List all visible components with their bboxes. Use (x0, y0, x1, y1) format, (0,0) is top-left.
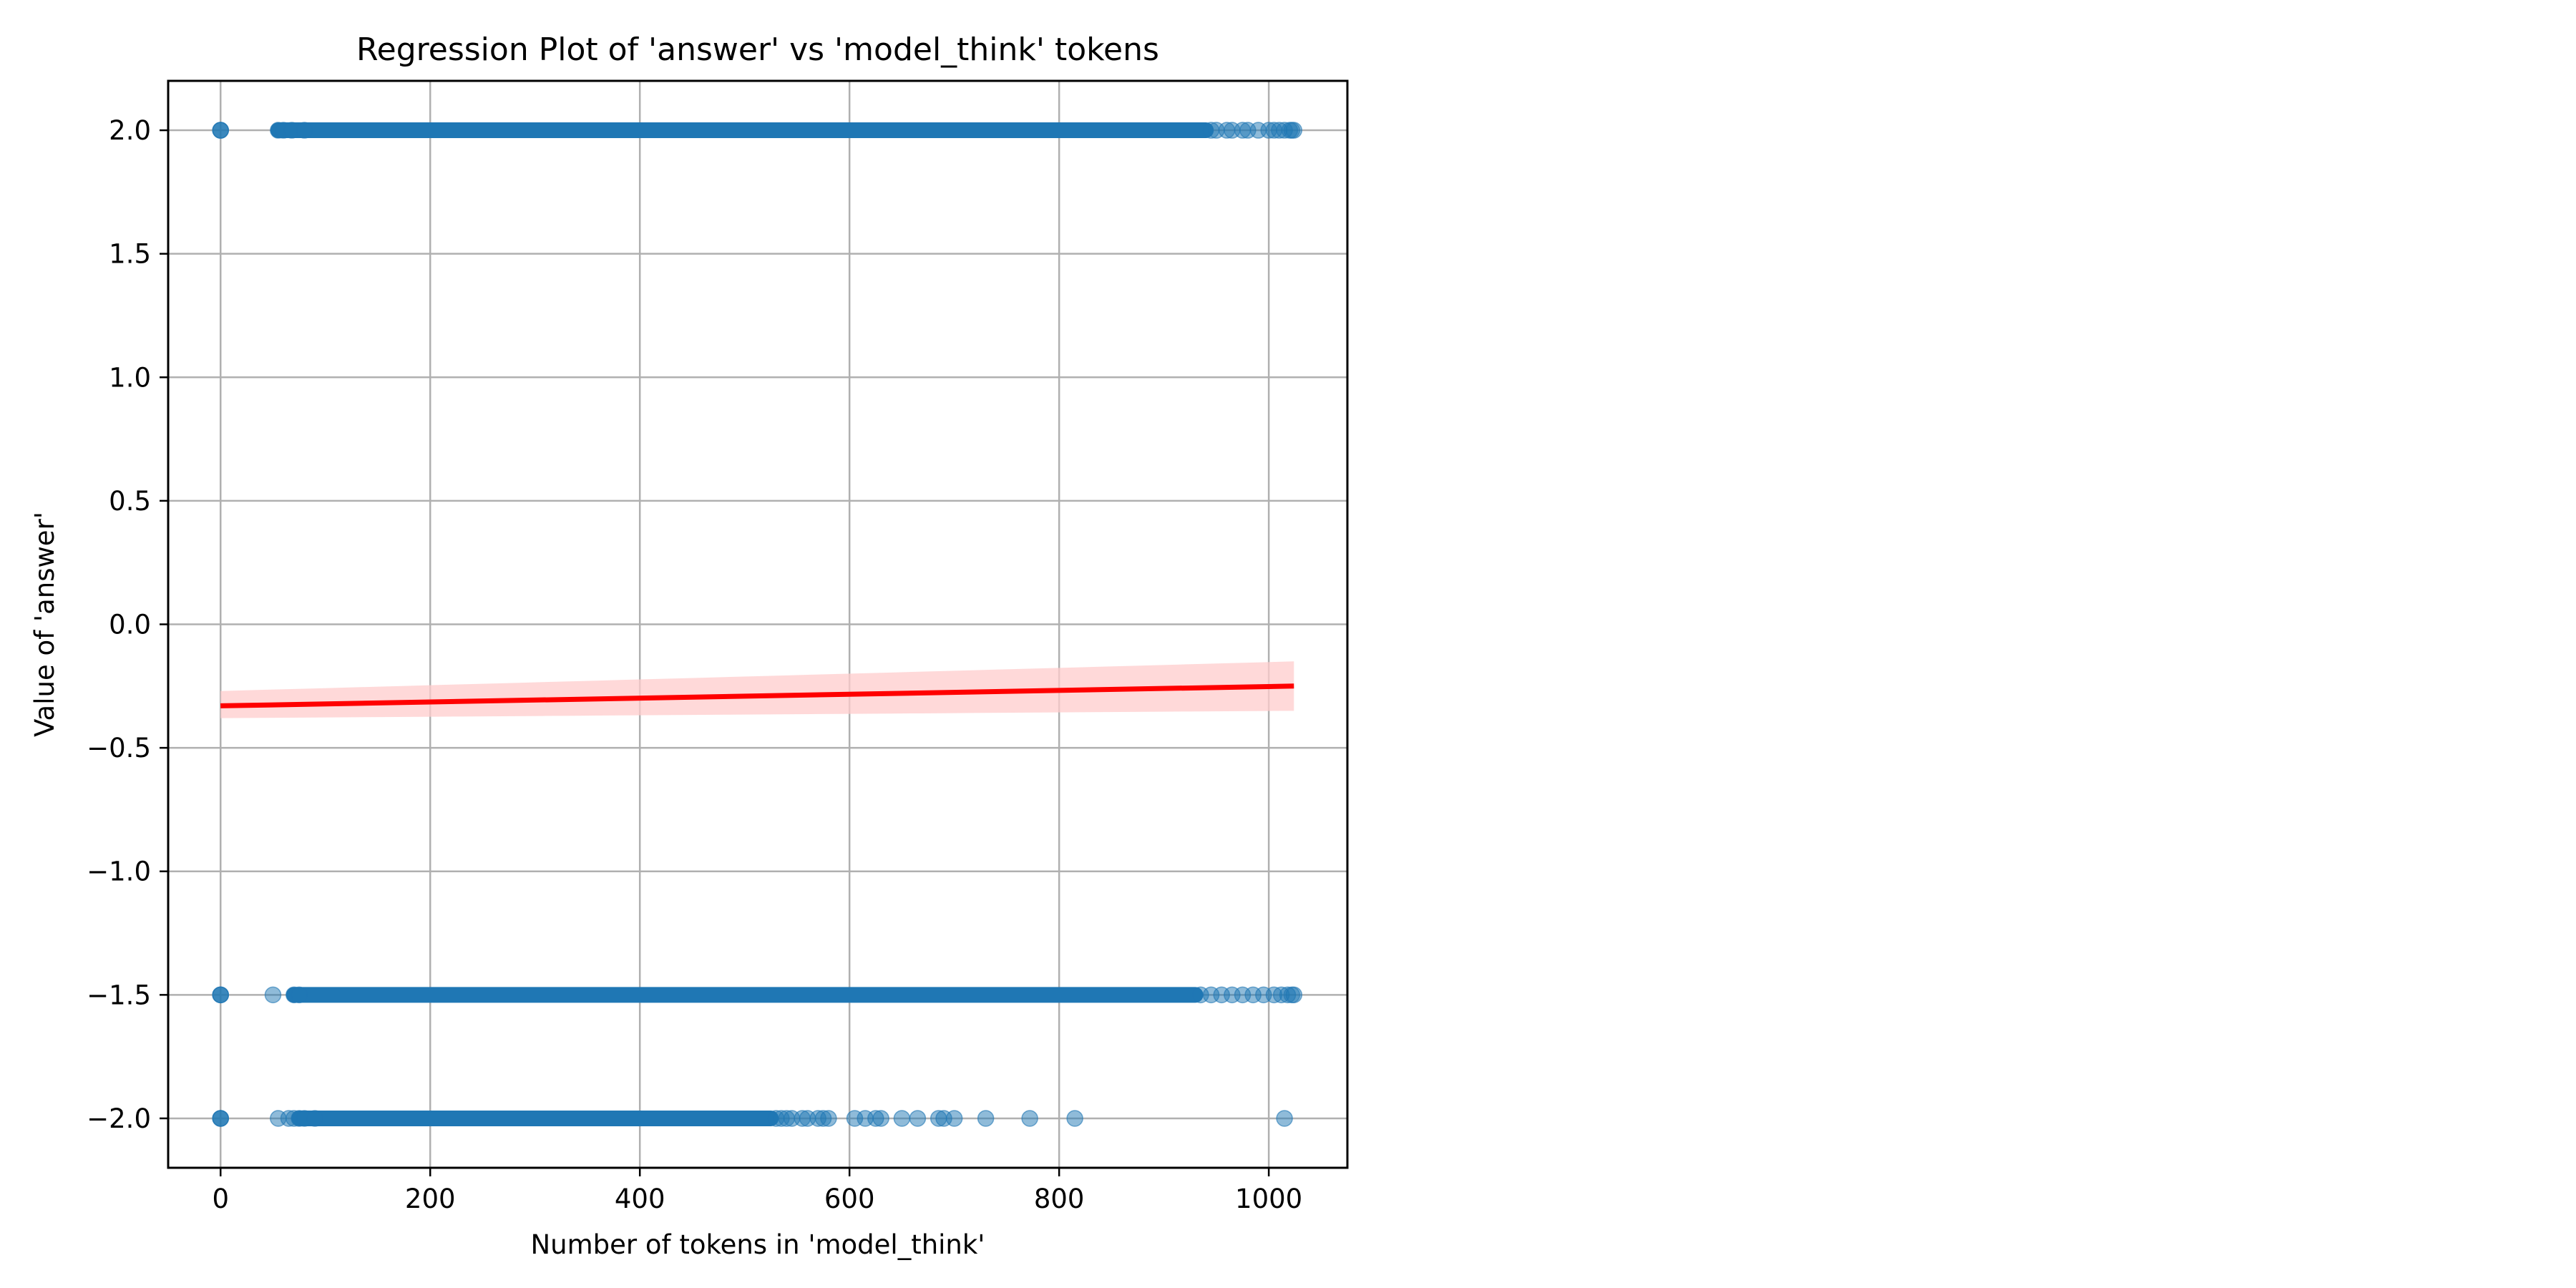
scatter-point (872, 1110, 889, 1127)
scatter-point (291, 986, 308, 1004)
scatter-point-cluster (286, 987, 1204, 1003)
x-tick-label: 600 (824, 1184, 875, 1214)
scatter-point (212, 1110, 229, 1127)
x-tick-label: 800 (1034, 1184, 1085, 1214)
x-tick-label: 400 (615, 1184, 665, 1214)
scatter-point (1285, 122, 1303, 139)
scatter-point-cluster (270, 122, 1214, 139)
x-tick-label: 0 (212, 1184, 229, 1214)
y-tick-label: 0.5 (109, 486, 151, 517)
scatter-point (264, 986, 282, 1004)
scatter-point (296, 122, 313, 139)
y-tick-label: 2.0 (109, 115, 151, 146)
scatter-point (945, 1110, 963, 1127)
scatter-point (820, 1110, 837, 1127)
scatter-point (893, 1110, 911, 1127)
x-axis-label: Number of tokens in 'model_think' (531, 1229, 985, 1260)
scatter-point (1021, 1110, 1038, 1127)
scatter-point (306, 1110, 323, 1127)
chart-title: Regression Plot of 'answer' vs 'model_th… (356, 31, 1159, 68)
y-tick-label: 0.0 (109, 610, 151, 640)
scatter-point (977, 1110, 995, 1127)
scatter-point (1276, 1110, 1293, 1127)
y-tick-label: 1.5 (109, 239, 151, 270)
scatter-points (212, 122, 1303, 1127)
y-tick-label: −1.5 (87, 980, 151, 1010)
y-tick-label: −2.0 (87, 1103, 151, 1134)
scatter-point-cluster (291, 1110, 779, 1126)
scatter-point (1285, 986, 1303, 1004)
scatter-point (909, 1110, 927, 1127)
scatter-point (212, 986, 229, 1004)
scatter-point (1066, 1110, 1083, 1127)
confidence-band (220, 661, 1294, 718)
scatter-point (212, 122, 229, 139)
grid-lines (168, 81, 1347, 1168)
x-tick-label: 1000 (1235, 1184, 1302, 1214)
regression-line (220, 683, 1294, 708)
regression-line-group (220, 683, 1294, 708)
confidence-interval-band (220, 661, 1294, 718)
y-axis-label: Value of 'answer' (29, 512, 60, 737)
y-tick-label: 1.0 (109, 362, 151, 393)
y-tick-label: −1.0 (87, 857, 151, 887)
y-tick-label: −0.5 (87, 733, 151, 763)
x-tick-label: 200 (405, 1184, 456, 1214)
axis-ticks: 0 200 400 600 800 1000 2.0 1.5 1.0 0.5 0.0 −0.5 −1.0… (87, 115, 1302, 1214)
